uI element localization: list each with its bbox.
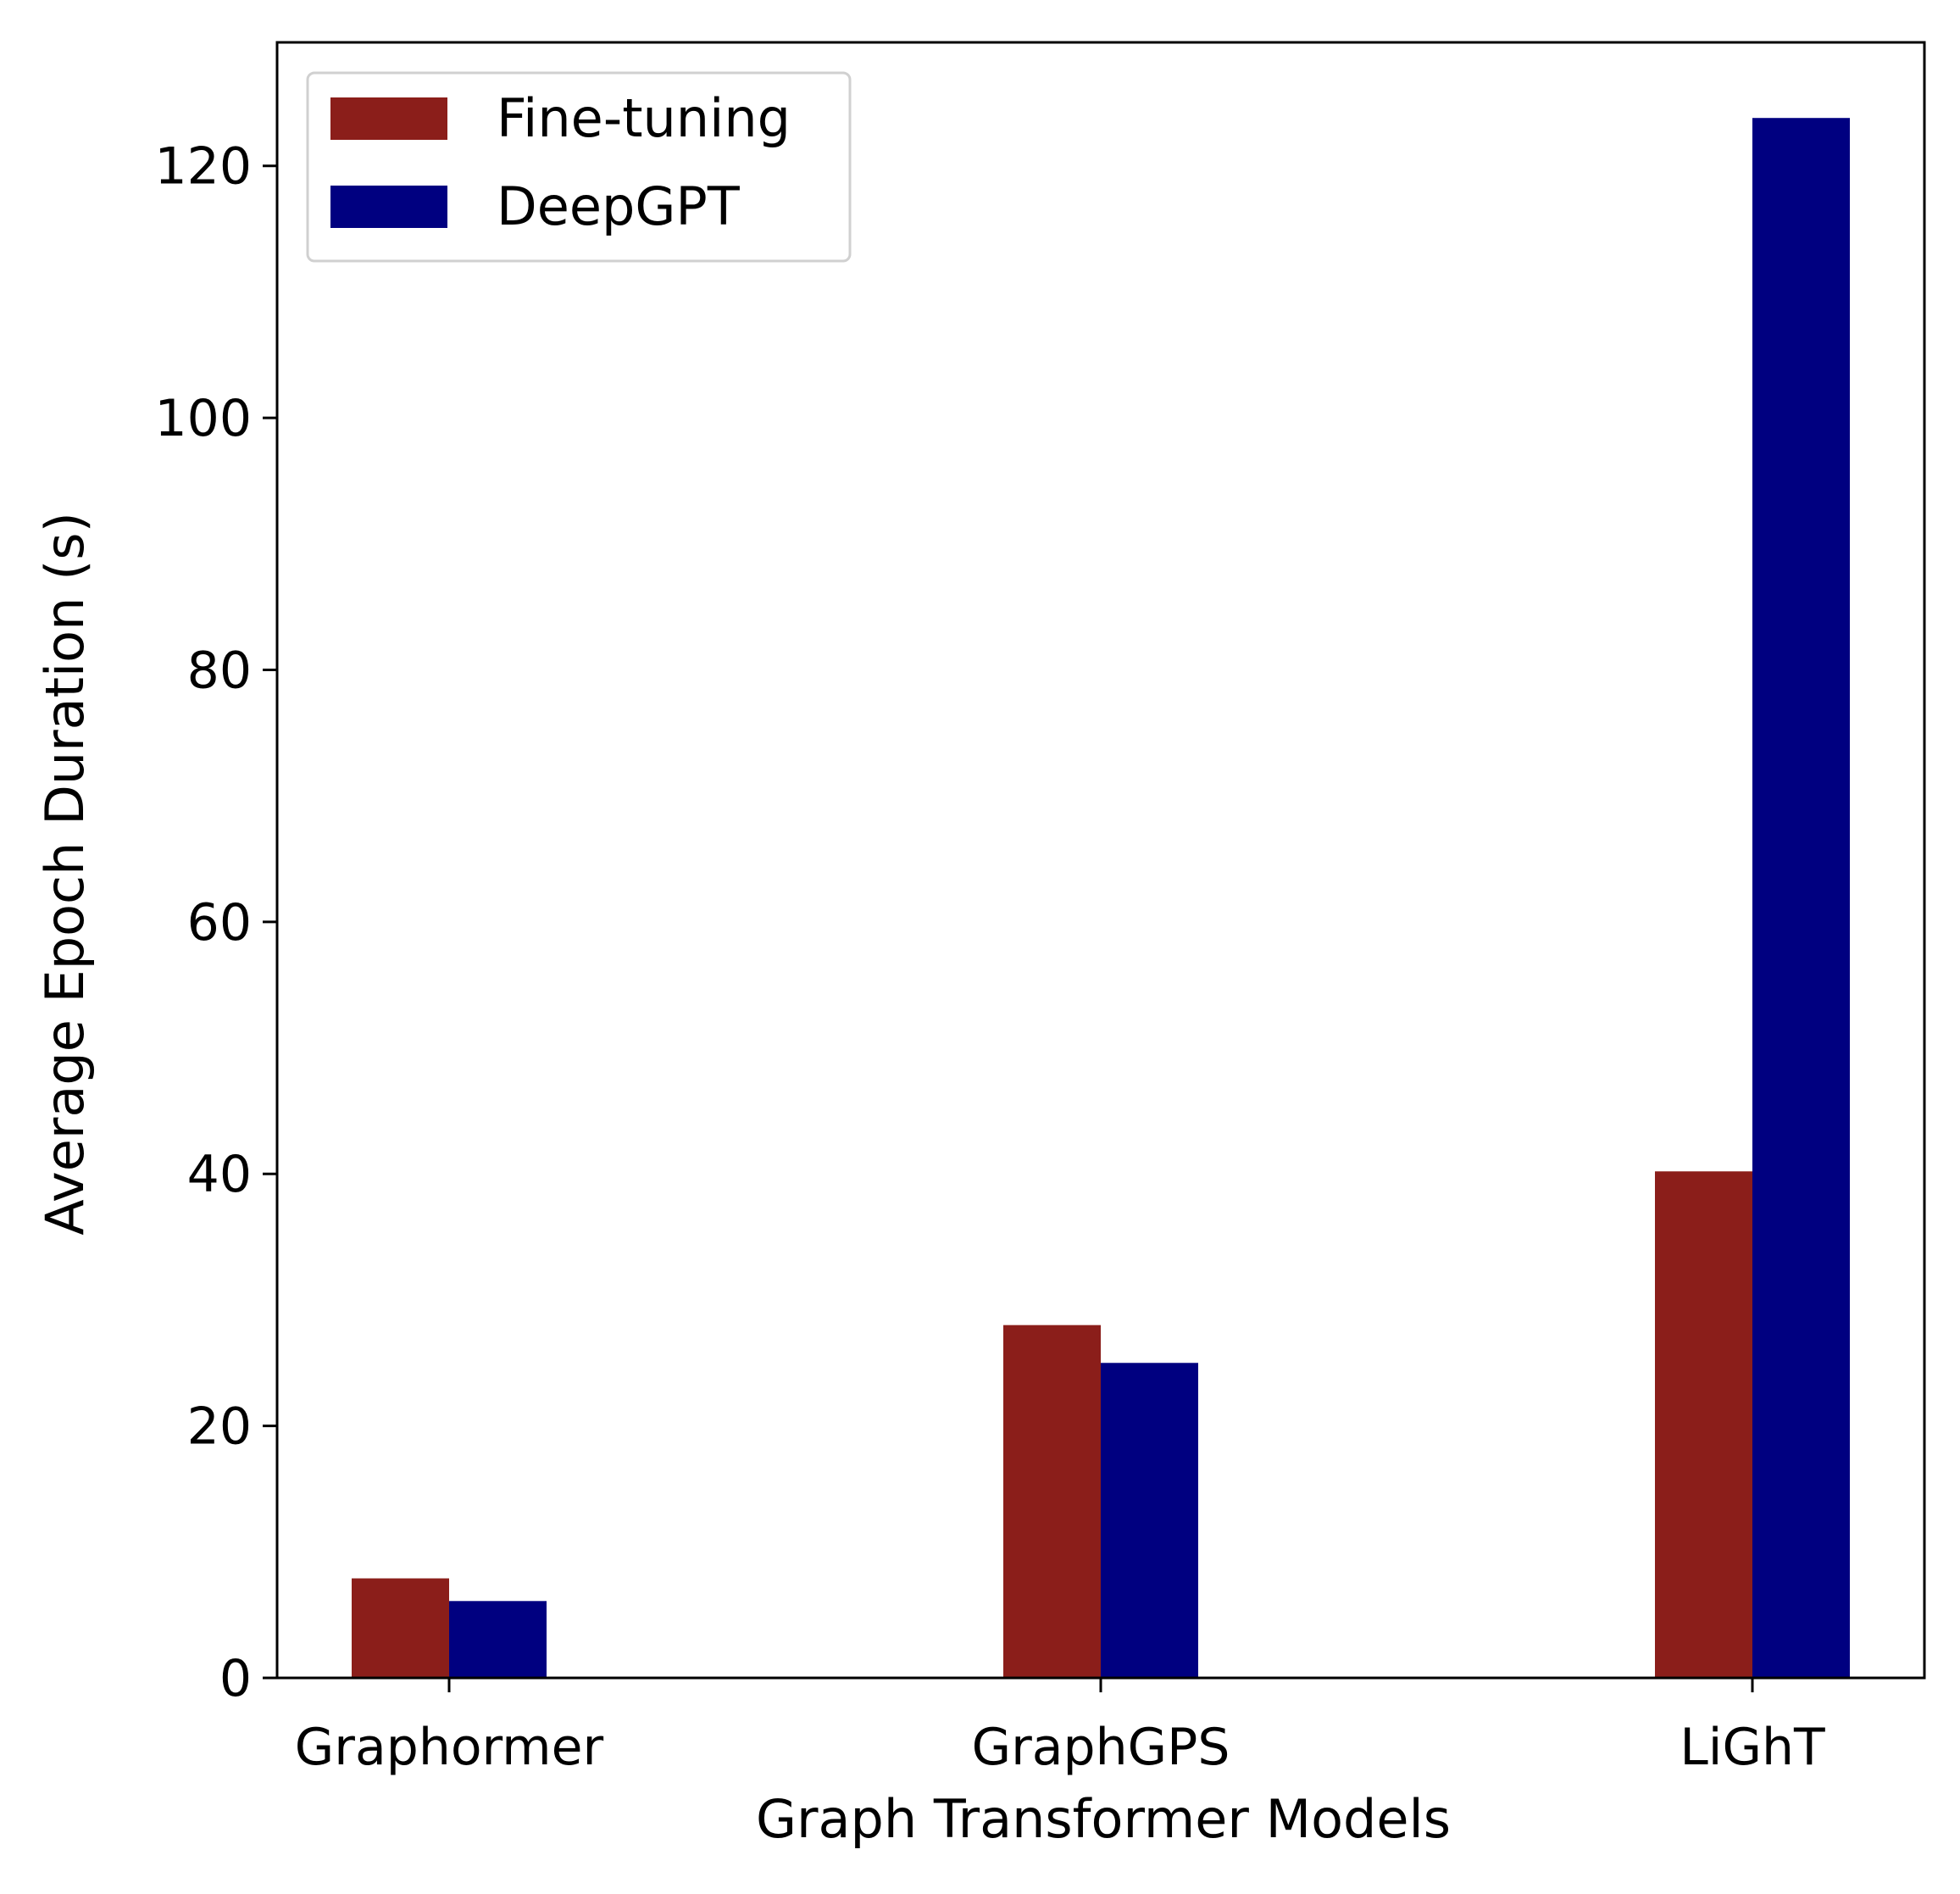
y-tick-label: 80 [187, 641, 252, 700]
y-tick-label: 120 [154, 137, 252, 197]
x-tick-label: Graphormer [295, 1718, 604, 1777]
y-axis-label: Average Epoch Duration (s) [34, 512, 96, 1236]
y-tick-label: 40 [187, 1145, 252, 1204]
x-axis-label: Graph Transformer Models [756, 1788, 1451, 1850]
legend-label: Fine-tuning [497, 87, 791, 149]
x-tick-label: GraphGPS [972, 1718, 1230, 1777]
bar-fine-tuning-graphormer [352, 1578, 449, 1678]
ticks-layer: 0 20 40 60 80 100 120 Graphormer GraphGPS LiGhT [154, 137, 1825, 1777]
bars-layer [352, 118, 1850, 1679]
bar-deepgpt-light [1752, 118, 1850, 1679]
y-tick-label: 0 [219, 1649, 252, 1708]
bar-fine-tuning-light [1655, 1171, 1752, 1678]
bar-deepgpt-graphormer [449, 1601, 547, 1678]
y-tick-label: 100 [154, 389, 252, 448]
legend-label: DeepGPT [497, 175, 741, 237]
x-tick-label: LiGhT [1680, 1718, 1825, 1777]
legend-swatch [330, 186, 447, 228]
y-tick-label: 20 [187, 1397, 252, 1457]
legend-swatch [330, 97, 447, 140]
bar-deepgpt-graphgps [1101, 1363, 1198, 1678]
y-tick-label: 60 [187, 893, 252, 953]
legend: Fine-tuning DeepGPT [306, 71, 852, 263]
bar-fine-tuning-graphgps [1003, 1325, 1101, 1678]
